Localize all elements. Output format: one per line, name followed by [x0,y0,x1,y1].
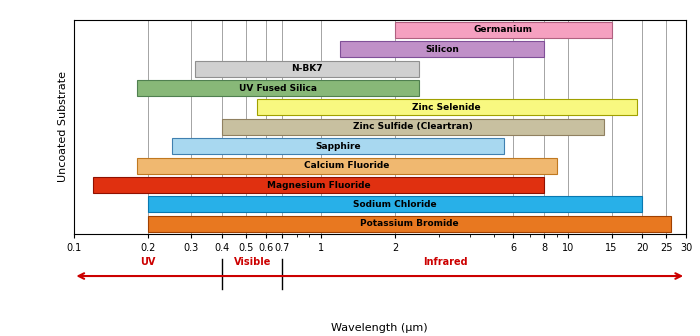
Bar [136,80,419,96]
Bar [148,197,643,212]
Bar [148,216,671,232]
Text: Sapphire: Sapphire [315,142,360,151]
Bar [257,99,637,115]
Text: Germanium: Germanium [474,25,533,34]
Text: Calcium Fluoride: Calcium Fluoride [304,161,389,170]
Text: Wavelength (μm): Wavelength (μm) [331,323,428,333]
Bar [93,177,544,193]
Text: Visible: Visible [234,257,271,266]
Text: Zinc Selenide: Zinc Selenide [412,103,481,112]
Y-axis label: Uncoated Substrate: Uncoated Substrate [58,71,68,182]
Text: Infrared: Infrared [424,257,468,266]
Text: Zinc Sulfide (Cleartran): Zinc Sulfide (Cleartran) [354,122,473,131]
Bar [223,119,604,135]
Text: UV: UV [140,257,155,266]
Bar [340,41,544,57]
Bar [136,158,556,174]
Text: N-BK7: N-BK7 [291,64,323,73]
Bar [395,22,612,38]
Text: Sodium Chloride: Sodium Chloride [354,200,437,209]
Text: Potassium Bromide: Potassium Bromide [360,219,458,228]
Text: Magnesium Fluoride: Magnesium Fluoride [267,180,370,190]
Bar [172,138,504,154]
Bar [195,61,419,77]
Text: UV Fused Silica: UV Fused Silica [239,84,317,92]
Text: Silicon: Silicon [426,45,459,54]
